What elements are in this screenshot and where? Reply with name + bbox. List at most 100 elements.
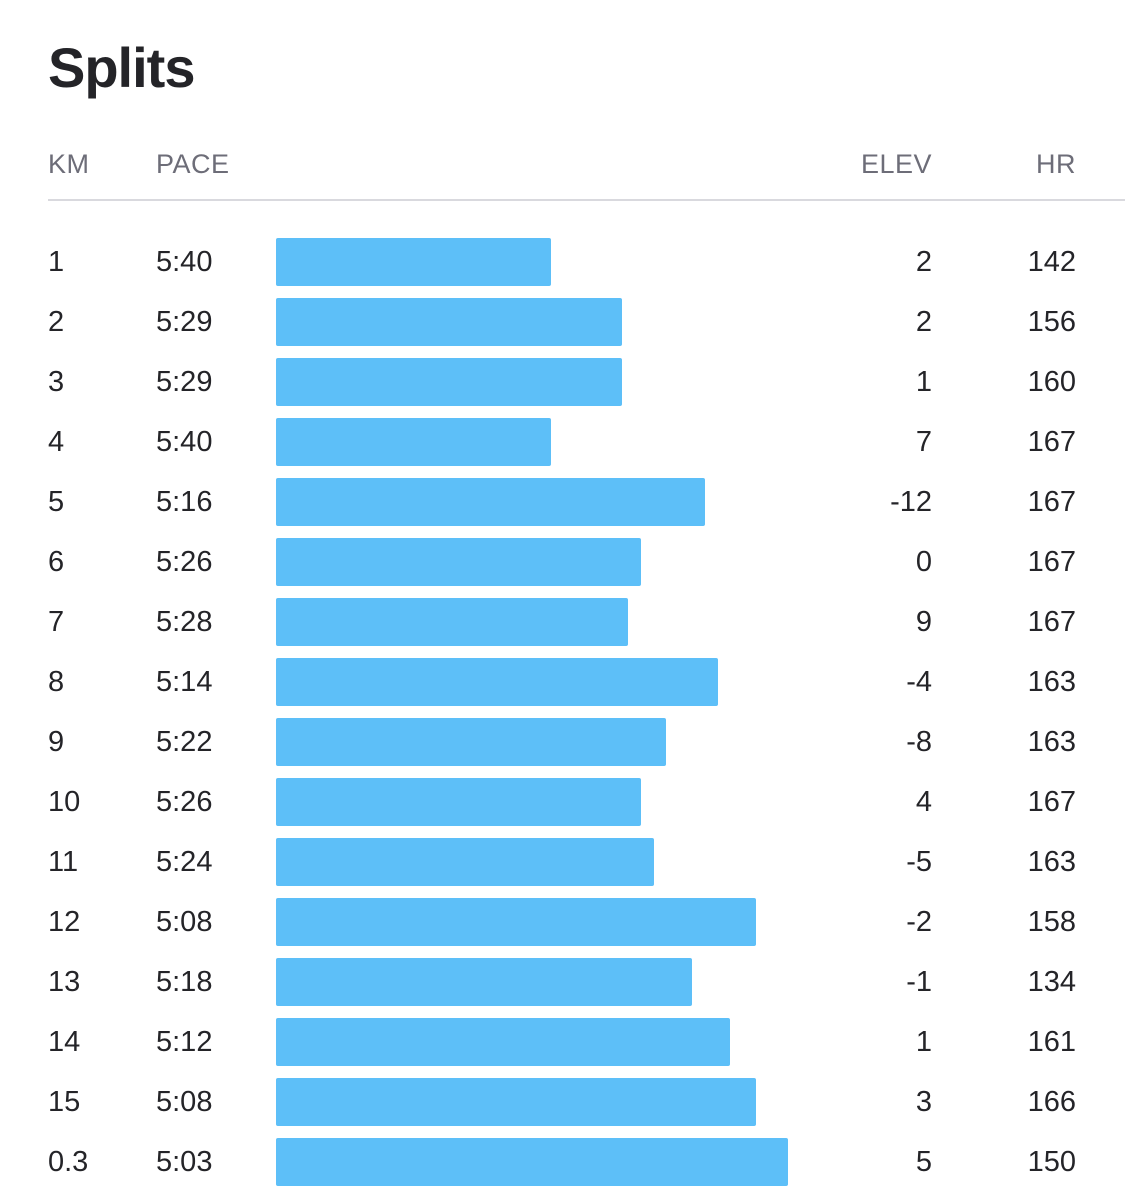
- split-pace: 5:03: [156, 1146, 213, 1178]
- split-row: 1 5:40 2 142: [0, 232, 1125, 292]
- split-km: 4: [48, 426, 65, 458]
- split-elev: 7: [915, 426, 932, 458]
- split-hr: 134: [1027, 966, 1076, 998]
- split-elev: -1: [906, 966, 932, 998]
- split-elev: -8: [906, 726, 932, 758]
- split-km: 5: [48, 486, 65, 518]
- split-row: 3 5:29 1 160: [0, 352, 1125, 412]
- split-row: 6 5:26 0 167: [0, 532, 1125, 592]
- split-pace: 5:40: [156, 246, 213, 278]
- split-hr: 142: [1027, 246, 1076, 278]
- split-km: 2: [48, 306, 65, 338]
- pace-bar: [276, 718, 666, 766]
- pace-bar: [276, 898, 756, 946]
- split-pace: 5:40: [156, 426, 213, 458]
- pace-bar: [276, 1138, 788, 1186]
- split-km: 7: [48, 606, 65, 638]
- split-hr: 167: [1027, 546, 1076, 578]
- split-km: 6: [48, 546, 65, 578]
- split-km: 12: [48, 906, 81, 938]
- split-elev: 9: [915, 606, 932, 638]
- split-elev: 0: [915, 546, 932, 578]
- pace-bar: [276, 1078, 756, 1126]
- split-elev: -2: [906, 906, 932, 938]
- split-pace: 5:29: [156, 306, 213, 338]
- split-row: 7 5:28 9 167: [0, 592, 1125, 652]
- split-row: 12 5:08 -2 158: [0, 892, 1125, 952]
- split-hr: 163: [1027, 666, 1076, 698]
- split-pace: 5:12: [156, 1026, 213, 1058]
- split-pace: 5:16: [156, 486, 213, 518]
- pace-bar: [276, 598, 628, 646]
- split-hr: 150: [1027, 1146, 1076, 1178]
- split-km: 14: [48, 1026, 81, 1058]
- split-elev: -4: [906, 666, 932, 698]
- split-km: 13: [48, 966, 81, 998]
- splits-table-header: KM PACE ELEV HR: [0, 144, 1125, 184]
- split-row: 9 5:22 -8 163: [0, 712, 1125, 772]
- split-elev: 1: [915, 1026, 932, 1058]
- pace-bar: [276, 658, 718, 706]
- split-km: 0.3: [48, 1146, 89, 1178]
- column-header-hr: HR: [1036, 149, 1076, 179]
- split-pace: 5:08: [156, 906, 213, 938]
- split-hr: 156: [1027, 306, 1076, 338]
- split-elev: -5: [906, 846, 932, 878]
- split-row: 0.3 5:03 5 150: [0, 1132, 1125, 1192]
- split-km: 15: [48, 1086, 81, 1118]
- pace-bar: [276, 478, 705, 526]
- splits-table-body: 1 5:40 2 142 2 5:29 2 156 3 5:29 1 160 4 5:40 7 167 5 5:1…: [0, 232, 1125, 1192]
- pace-bar: [276, 298, 622, 346]
- split-hr: 167: [1027, 786, 1076, 818]
- pace-bar: [276, 778, 641, 826]
- pace-bar: [276, 958, 692, 1006]
- split-hr: 161: [1027, 1026, 1076, 1058]
- split-km: 8: [48, 666, 65, 698]
- split-elev: 5: [915, 1146, 932, 1178]
- split-elev: 3: [915, 1086, 932, 1118]
- split-row: 5 5:16 -12 167: [0, 472, 1125, 532]
- column-header-pace: PACE: [156, 149, 230, 179]
- split-elev: 4: [915, 786, 932, 818]
- split-row: 4 5:40 7 167: [0, 412, 1125, 472]
- split-pace: 5:28: [156, 606, 213, 638]
- split-pace: 5:29: [156, 366, 213, 398]
- pace-bar: [276, 1018, 730, 1066]
- split-elev: 1: [915, 366, 932, 398]
- split-elev: 2: [915, 306, 932, 338]
- split-km: 11: [48, 846, 79, 878]
- split-row: 10 5:26 4 167: [0, 772, 1125, 832]
- pace-bar: [276, 238, 551, 286]
- split-row: 14 5:12 1 161: [0, 1012, 1125, 1072]
- split-pace: 5:14: [156, 666, 213, 698]
- split-row: 8 5:14 -4 163: [0, 652, 1125, 712]
- pace-bar: [276, 358, 622, 406]
- split-row: 2 5:29 2 156: [0, 292, 1125, 352]
- split-km: 9: [48, 726, 65, 758]
- split-hr: 167: [1027, 606, 1076, 638]
- split-pace: 5:24: [156, 846, 213, 878]
- split-row: 11 5:24 -5 163: [0, 832, 1125, 892]
- split-km: 1: [48, 246, 65, 278]
- split-hr: 158: [1027, 906, 1076, 938]
- split-pace: 5:08: [156, 1086, 213, 1118]
- split-hr: 163: [1027, 726, 1076, 758]
- column-header-km: KM: [48, 149, 90, 179]
- split-hr: 167: [1027, 426, 1076, 458]
- split-hr: 167: [1027, 486, 1076, 518]
- split-row: 13 5:18 -1 134: [0, 952, 1125, 1012]
- split-hr: 163: [1027, 846, 1076, 878]
- pace-bar: [276, 538, 641, 586]
- split-elev: 2: [915, 246, 932, 278]
- pace-bar: [276, 838, 654, 886]
- pace-bar: [276, 418, 551, 466]
- split-hr: 160: [1027, 366, 1076, 398]
- split-hr: 166: [1027, 1086, 1076, 1118]
- page-title: Splits: [48, 36, 195, 99]
- header-divider: [48, 199, 1125, 201]
- split-pace: 5:22: [156, 726, 213, 758]
- column-header-elev: ELEV: [860, 149, 932, 179]
- split-km: 10: [48, 786, 81, 818]
- split-pace: 5:26: [156, 546, 213, 578]
- split-km: 3: [48, 366, 65, 398]
